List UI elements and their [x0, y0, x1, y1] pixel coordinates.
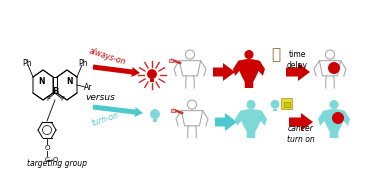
Polygon shape: [213, 63, 235, 81]
Circle shape: [187, 100, 197, 109]
Text: always-on: always-on: [87, 47, 127, 67]
Polygon shape: [215, 113, 237, 131]
Text: N: N: [38, 76, 44, 86]
Text: F: F: [46, 96, 50, 102]
Circle shape: [332, 112, 344, 124]
Text: targeting group: targeting group: [27, 159, 87, 168]
Text: B: B: [52, 87, 58, 96]
Text: C: C: [45, 157, 50, 163]
Circle shape: [325, 50, 335, 59]
Text: turn-on: turn-on: [90, 110, 120, 128]
Polygon shape: [233, 59, 265, 88]
Polygon shape: [289, 113, 313, 131]
Text: ⌛: ⌛: [271, 48, 280, 62]
Text: Ph: Ph: [22, 58, 32, 68]
FancyBboxPatch shape: [153, 119, 157, 122]
Circle shape: [150, 109, 160, 119]
Polygon shape: [286, 63, 310, 81]
Polygon shape: [57, 70, 77, 100]
FancyBboxPatch shape: [171, 109, 175, 111]
Polygon shape: [319, 61, 341, 76]
Text: F: F: [60, 96, 64, 102]
Polygon shape: [235, 109, 267, 138]
Polygon shape: [33, 70, 53, 100]
Text: Ph: Ph: [78, 58, 88, 68]
Circle shape: [245, 50, 254, 59]
Text: O: O: [44, 145, 50, 151]
Circle shape: [147, 69, 157, 79]
Circle shape: [330, 100, 339, 109]
Text: Ar: Ar: [84, 82, 92, 91]
FancyBboxPatch shape: [150, 79, 154, 82]
Text: time
delay: time delay: [287, 50, 307, 70]
Polygon shape: [318, 109, 350, 138]
Circle shape: [271, 100, 279, 109]
Circle shape: [328, 62, 340, 74]
Polygon shape: [93, 105, 143, 117]
Circle shape: [246, 100, 256, 109]
Text: N: N: [66, 76, 72, 86]
FancyBboxPatch shape: [282, 98, 293, 109]
Text: O: O: [52, 157, 58, 163]
Text: cancer
turn on: cancer turn on: [287, 124, 315, 144]
FancyBboxPatch shape: [284, 102, 290, 107]
FancyBboxPatch shape: [169, 58, 173, 62]
Polygon shape: [179, 61, 201, 76]
Polygon shape: [93, 64, 140, 77]
FancyBboxPatch shape: [273, 109, 277, 111]
Polygon shape: [53, 77, 57, 93]
Polygon shape: [181, 111, 203, 126]
Text: versus: versus: [85, 93, 115, 102]
Circle shape: [186, 50, 195, 59]
